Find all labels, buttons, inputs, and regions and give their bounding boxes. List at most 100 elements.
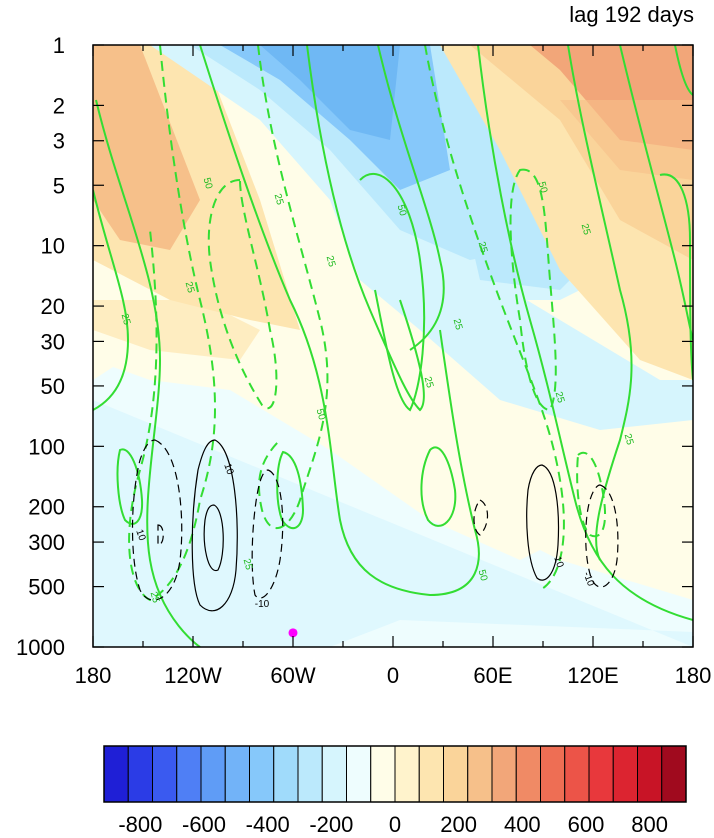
colorbar-swatch [661, 745, 687, 803]
contour-label-green: 50 [201, 177, 215, 191]
colorbar-swatch [249, 745, 275, 803]
green-contour [619, 45, 693, 341]
y-tick-label: 300 [28, 530, 65, 555]
black-contour [251, 469, 284, 599]
green-contour [257, 45, 329, 530]
x-tick-label: 180 [75, 663, 112, 688]
y-tick-label: 50 [41, 374, 65, 399]
green-contour [359, 173, 426, 412]
x-tick-label: 0 [387, 663, 399, 688]
contour-label-green: 25 [119, 313, 133, 327]
contour-label-green: 25 [451, 318, 465, 332]
y-tick-label: 3 [53, 129, 65, 154]
x-tick-label: 120W [164, 663, 222, 688]
black-contour [473, 499, 489, 536]
black-contour [157, 524, 164, 546]
contour-label-green: 50 [314, 408, 328, 422]
colorbar-swatch [564, 745, 590, 803]
colorbar-swatch [224, 745, 250, 803]
contour-label-black: 10 [221, 462, 235, 477]
y-tick-label: 1000 [16, 635, 65, 660]
colorbar-frame [103, 745, 687, 803]
y-tick-label: 100 [28, 434, 65, 459]
contour-label-black: -10 [255, 599, 270, 610]
black-contours [131, 439, 619, 612]
colorbar-swatch [394, 745, 420, 803]
colorbar-swatch [540, 745, 566, 803]
contour-label-black: 10 [133, 528, 147, 543]
x-tick-label: 180 [675, 663, 712, 688]
green-contours [93, 45, 693, 647]
black-contour [526, 464, 560, 581]
colorbar-label: 200 [440, 812, 477, 837]
colorbar-swatch [103, 745, 129, 803]
contour-label-green: 25 [622, 433, 636, 447]
contour-label-green: 25 [148, 591, 162, 605]
green-contour [95, 99, 201, 647]
contour-label-green: 25 [324, 255, 338, 269]
x-tick-label: 60W [270, 663, 315, 688]
colorbar-label: -200 [309, 812, 353, 837]
colorbar-label: 600 [568, 812, 605, 837]
green-contour [659, 173, 693, 381]
colorbar-swatch [152, 745, 178, 803]
colorbar-swatch [637, 745, 663, 803]
y-tick-label: 2 [53, 93, 65, 118]
contour-label-green: 25 [422, 376, 436, 390]
green-contour [509, 168, 557, 412]
y-tick-label: 10 [41, 234, 65, 259]
colorbar-swatch [612, 745, 638, 803]
colorbar-swatch [273, 745, 299, 803]
colorbar-swatch [418, 745, 444, 803]
green-contour [377, 45, 445, 351]
contour-labels: 50 25 25 25 50 25 25 50 25 25 25 50 25 25 25 25 50 10 10 -1… [119, 177, 636, 610]
x-tick-label: 120E [567, 663, 618, 688]
colorbar-label: -600 [182, 812, 226, 837]
colorbar-swatch [588, 745, 614, 803]
contour-label-green: 50 [536, 181, 550, 195]
colorbar-swatch [370, 745, 396, 803]
colorbar-label: 400 [504, 812, 541, 837]
contour-label-green: 25 [476, 241, 490, 255]
contour-label-green: 25 [272, 193, 286, 207]
green-contour [116, 448, 144, 525]
colorbar-swatch [297, 745, 323, 803]
contour-label-black: 10 [551, 555, 565, 570]
contour-label-green: 25 [553, 391, 567, 405]
black-contour [131, 439, 183, 601]
colorbar-label: 800 [631, 812, 668, 837]
green-contour [207, 178, 278, 409]
contour-label-green: 25 [183, 281, 197, 295]
colorbar-swatch [176, 745, 202, 803]
y-tick-label: 200 [28, 495, 65, 520]
y-tick-label: 5 [53, 173, 65, 198]
contour-label-green: 25 [241, 558, 255, 572]
black-contour [203, 504, 224, 572]
colorbar-swatch [491, 745, 517, 803]
colorbar-swatch [200, 745, 226, 803]
y-tick-label: 20 [41, 294, 65, 319]
y-tick-label: 30 [41, 329, 65, 354]
y-tick-label: 500 [28, 575, 65, 600]
colorbar: -800 -600 -400 -200 0 200 400 600 800 [103, 745, 687, 837]
colorbar-swatch [443, 745, 469, 803]
green-contour [576, 451, 606, 538]
chart-title: lag 192 days [569, 2, 694, 27]
contour-label-green: 50 [395, 204, 409, 218]
axes: 180 120W 60W 0 60E 120E 180 1 2 3 5 10 20 30 50 100 200 3… [16, 33, 711, 688]
black-contour [585, 484, 619, 588]
colorbar-swatch [127, 745, 153, 803]
green-contour [420, 446, 457, 527]
contour-label-black: -10 [581, 570, 596, 588]
colorbar-label: 0 [389, 812, 401, 837]
black-contour [191, 439, 238, 612]
contour-label-green: 50 [476, 569, 490, 583]
colorbar-swatch [515, 745, 541, 803]
green-contour [424, 45, 565, 591]
green-contour [477, 45, 693, 621]
green-contour [93, 189, 130, 411]
green-contour [674, 45, 693, 96]
colorbar-swatch [321, 745, 347, 803]
base-point-marker [288, 628, 298, 638]
